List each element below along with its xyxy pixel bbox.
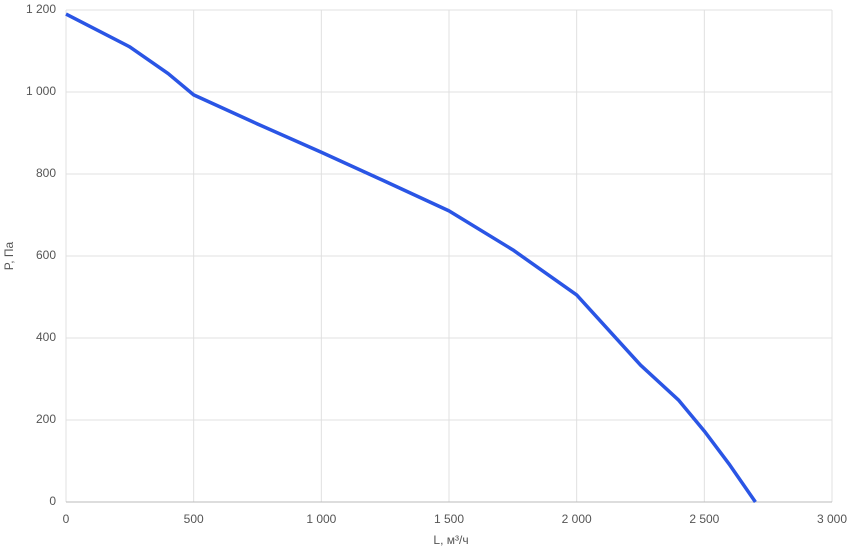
y-tick-label: 800 [36, 166, 56, 180]
y-axis-label: P, Па [2, 241, 16, 270]
x-tick-label: 0 [63, 512, 70, 526]
y-tick-label: 600 [36, 248, 56, 262]
x-tick-label: 3 000 [817, 512, 847, 526]
series-line [65, 12, 757, 503]
x-tick-label: 500 [184, 512, 204, 526]
x-tick-label: 1 500 [434, 512, 464, 526]
x-tick-label: 1 000 [306, 512, 336, 526]
y-tick-label: 200 [36, 412, 56, 426]
x-tick-label: 2 000 [562, 512, 592, 526]
y-tick-label: 0 [49, 494, 56, 508]
x-tick-label: 2 500 [689, 512, 719, 526]
y-tick-label: 1 200 [26, 2, 56, 16]
x-axis-label: L, м³/ч [433, 533, 468, 547]
y-tick-label: 400 [36, 330, 56, 344]
y-tick-label: 1 000 [26, 84, 56, 98]
